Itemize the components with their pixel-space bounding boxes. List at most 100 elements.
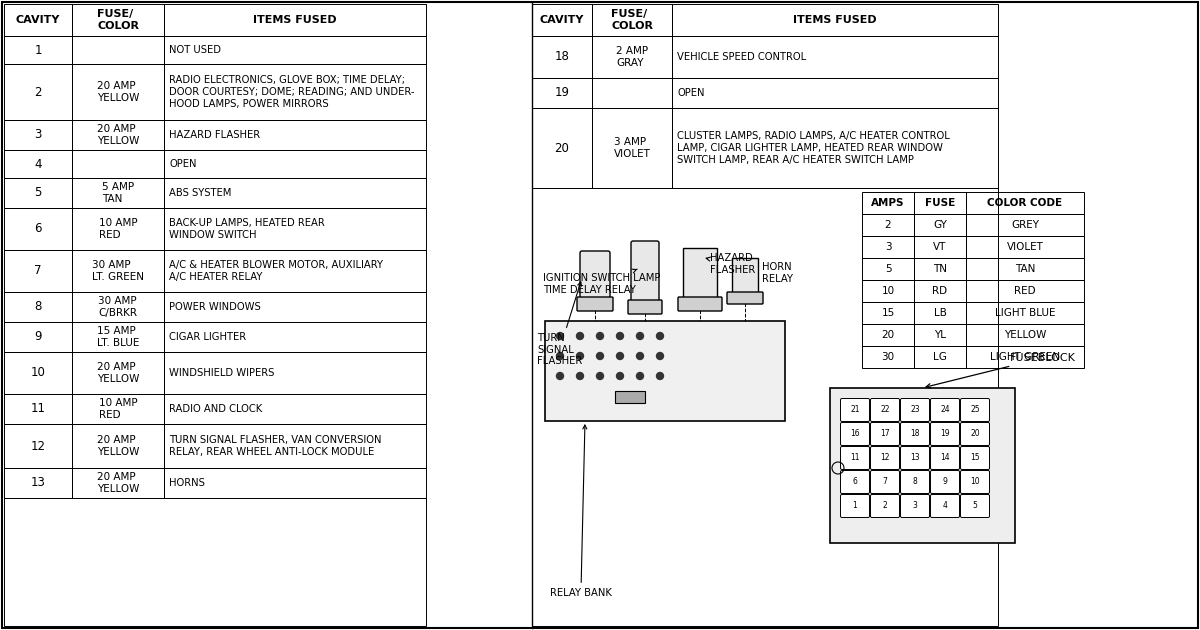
Bar <box>164 352 426 394</box>
Circle shape <box>636 353 643 360</box>
Text: 4: 4 <box>35 158 42 171</box>
FancyBboxPatch shape <box>840 399 870 421</box>
Circle shape <box>576 372 583 379</box>
Bar <box>164 120 426 150</box>
Bar <box>966 192 1084 214</box>
Text: LIGHT BLUE: LIGHT BLUE <box>995 308 1055 318</box>
Text: 18: 18 <box>911 430 919 438</box>
FancyBboxPatch shape <box>577 297 613 311</box>
Bar <box>72 250 164 292</box>
Text: COLOR CODE: COLOR CODE <box>988 198 1062 208</box>
Text: 8: 8 <box>35 301 42 314</box>
Circle shape <box>656 372 664 379</box>
Text: RADIO ELECTRONICS, GLOVE BOX; TIME DELAY;
DOOR COURTESY; DOME; READING; AND UNDE: RADIO ELECTRONICS, GLOVE BOX; TIME DELAY… <box>169 76 414 108</box>
Bar <box>914 192 966 214</box>
Text: 30: 30 <box>882 352 894 362</box>
FancyBboxPatch shape <box>628 300 662 314</box>
Text: ITEMS FUSED: ITEMS FUSED <box>793 15 877 25</box>
Text: 13: 13 <box>30 476 46 490</box>
FancyBboxPatch shape <box>678 297 722 311</box>
Bar <box>966 346 1084 368</box>
Text: 22: 22 <box>881 406 889 415</box>
Text: CLUSTER LAMPS, RADIO LAMPS, A/C HEATER CONTROL
LAMP, CIGAR LIGHTER LAMP, HEATED : CLUSTER LAMPS, RADIO LAMPS, A/C HEATER C… <box>677 132 949 164</box>
Text: 10 AMP
RED: 10 AMP RED <box>98 398 137 420</box>
FancyBboxPatch shape <box>631 241 659 303</box>
Text: TURN
SIGNAL
FLASHER: TURN SIGNAL FLASHER <box>538 282 582 366</box>
Circle shape <box>617 353 624 360</box>
Text: TN: TN <box>934 264 947 274</box>
Text: OPEN: OPEN <box>169 159 197 169</box>
Text: HORNS: HORNS <box>169 478 205 488</box>
Circle shape <box>656 353 664 360</box>
Text: 11: 11 <box>30 403 46 416</box>
Text: HAZARD
FLASHER: HAZARD FLASHER <box>707 253 755 275</box>
Text: RADIO AND CLOCK: RADIO AND CLOCK <box>169 404 263 414</box>
Text: 19: 19 <box>554 86 570 100</box>
FancyBboxPatch shape <box>870 471 900 493</box>
Circle shape <box>576 333 583 340</box>
Text: RED: RED <box>1014 286 1036 296</box>
Text: FUSEBLOCK: FUSEBLOCK <box>926 353 1076 388</box>
FancyBboxPatch shape <box>900 447 930 469</box>
Text: 2 AMP
GRAY: 2 AMP GRAY <box>616 46 648 68</box>
Bar <box>914 302 966 324</box>
Bar <box>164 292 426 322</box>
Text: 11: 11 <box>851 454 859 462</box>
Bar <box>4 322 72 352</box>
FancyBboxPatch shape <box>840 471 870 493</box>
Circle shape <box>557 372 564 379</box>
FancyBboxPatch shape <box>960 399 990 421</box>
Text: 3: 3 <box>35 129 42 142</box>
Bar <box>164 322 426 352</box>
Text: VT: VT <box>934 242 947 252</box>
Text: 10: 10 <box>882 286 894 296</box>
Text: 30 AMP
C/BRKR: 30 AMP C/BRKR <box>98 296 138 318</box>
Text: 9: 9 <box>942 478 948 486</box>
Bar <box>672 78 998 108</box>
Bar <box>4 150 72 178</box>
Bar <box>4 120 72 150</box>
FancyBboxPatch shape <box>930 471 960 493</box>
Bar <box>532 78 592 108</box>
Text: HAZARD FLASHER: HAZARD FLASHER <box>169 130 260 140</box>
FancyBboxPatch shape <box>960 471 990 493</box>
Bar <box>862 302 914 324</box>
FancyBboxPatch shape <box>960 447 990 469</box>
Text: 6: 6 <box>35 222 42 236</box>
Bar <box>4 352 72 394</box>
Text: BACK-UP LAMPS, HEATED REAR
WINDOW SWITCH: BACK-UP LAMPS, HEATED REAR WINDOW SWITCH <box>169 218 325 240</box>
Text: YL: YL <box>934 330 946 340</box>
Text: 15 AMP
LT. BLUE: 15 AMP LT. BLUE <box>97 326 139 348</box>
Bar <box>914 258 966 280</box>
Bar <box>672 4 998 36</box>
Text: LB: LB <box>934 308 947 318</box>
Text: 6: 6 <box>852 478 858 486</box>
Text: 10 AMP
RED: 10 AMP RED <box>98 218 137 240</box>
Bar <box>914 280 966 302</box>
Bar <box>4 292 72 322</box>
FancyBboxPatch shape <box>900 471 930 493</box>
Text: 25: 25 <box>970 406 980 415</box>
Text: 20 AMP
YELLOW: 20 AMP YELLOW <box>97 362 139 384</box>
Bar <box>4 498 426 626</box>
Text: 5 AMP
TAN: 5 AMP TAN <box>102 182 134 203</box>
Bar <box>830 388 1015 543</box>
Bar <box>914 324 966 346</box>
FancyBboxPatch shape <box>960 423 990 445</box>
Text: 20 AMP
YELLOW: 20 AMP YELLOW <box>97 435 139 457</box>
Bar <box>72 208 164 250</box>
Text: CIGAR LIGHTER: CIGAR LIGHTER <box>169 332 246 342</box>
Text: RELAY BANK: RELAY BANK <box>550 425 612 598</box>
Bar <box>966 302 1084 324</box>
Text: 3: 3 <box>884 242 892 252</box>
Bar <box>862 346 914 368</box>
Text: 20: 20 <box>970 430 980 438</box>
Text: 7: 7 <box>882 478 888 486</box>
FancyBboxPatch shape <box>900 423 930 445</box>
Text: 9: 9 <box>35 331 42 343</box>
Circle shape <box>636 333 643 340</box>
Text: GY: GY <box>934 220 947 230</box>
Text: 2: 2 <box>883 501 887 510</box>
Text: 20 AMP
YELLOW: 20 AMP YELLOW <box>97 81 139 103</box>
Text: IGNITION SWITCH LAMP
TIME DELAY RELAY: IGNITION SWITCH LAMP TIME DELAY RELAY <box>542 269 660 295</box>
